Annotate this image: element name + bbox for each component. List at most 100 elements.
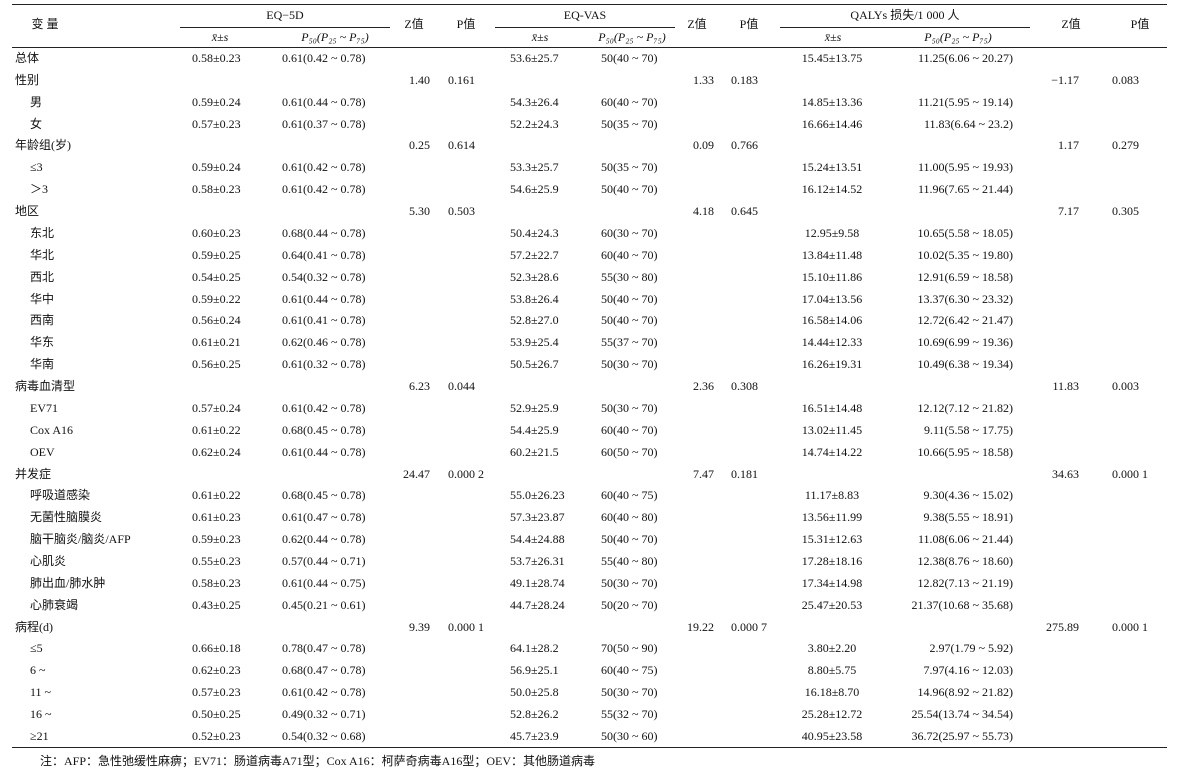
cell-mean: 52.8±26.2 [510, 707, 559, 722]
cell-median: 7.97(4.16 ~ 12.03) [923, 663, 1013, 678]
cell-median: 11.21(5.95 ~ 19.14) [917, 94, 1013, 109]
cell-z: 19.22 [687, 619, 714, 634]
cell-mean: 16.26±19.31 [801, 357, 863, 372]
cell-mean: 52.3±28.6 [510, 269, 559, 284]
cell-median: 0.45(0.21 ~ 0.61) [282, 597, 366, 612]
cell-mean: 55.0±26.23 [510, 488, 565, 503]
row-label: 年龄组(岁) [15, 138, 71, 153]
row-label: 华北 [30, 247, 55, 262]
cell-median: 2.97(1.79 ~ 5.92) [929, 641, 1013, 656]
cell-median: 0.54(0.32 ~ 0.78) [282, 269, 366, 284]
cell-mean: 60.2±21.5 [510, 444, 559, 459]
cell-median: 13.37(6.30 ~ 23.32) [917, 291, 1013, 306]
cell-mean: 53.8±26.4 [510, 291, 559, 306]
row-label: 心肺衰竭 [30, 597, 79, 612]
cell-mean: 0.57±0.24 [192, 400, 241, 415]
row-label: EV71 [30, 400, 58, 415]
cell-mean: 50.0±25.8 [510, 685, 559, 700]
cell-median: 60(40 ~ 80) [601, 510, 658, 525]
cell-median: 0.62(0.44 ~ 0.78) [282, 532, 366, 547]
cell-median: 11.25(6.06 ~ 20.27) [917, 51, 1013, 65]
row-label: ≤5 [30, 641, 43, 656]
cell-median: 11.96(7.65 ~ 21.44) [917, 182, 1013, 197]
cell-median: 50(30 ~ 70) [601, 685, 658, 700]
cell-median: 0.61(0.44 ~ 0.75) [282, 575, 366, 590]
cell-median: 10.02(5.35 ~ 19.80) [917, 247, 1013, 262]
row-label: 东北 [30, 225, 55, 240]
header-p: P值 [456, 17, 476, 31]
cell-p: 0.000 2 [448, 466, 484, 481]
cell-mean: 0.57±0.23 [192, 116, 241, 131]
cell-mean: 0.52±0.23 [192, 728, 241, 743]
cell-mean: 14.44±12.33 [801, 335, 863, 350]
row-label: 总体 [15, 51, 40, 65]
cell-median: 0.68(0.45 ~ 0.78) [282, 422, 366, 437]
header-p: P值 [1130, 17, 1150, 31]
cell-mean: 50.5±26.7 [510, 357, 559, 372]
cell-p: 0.183 [731, 72, 758, 87]
header-group: QALYs 损失/1 000 人 [850, 8, 960, 22]
cell-median: 12.91(6.59 ~ 18.58) [917, 269, 1013, 284]
cell-mean: 52.2±24.3 [510, 116, 559, 131]
cell-median: 55(40 ~ 80) [601, 554, 658, 568]
cell-p: 0.305 [1112, 204, 1139, 219]
cell-median: 0.49(0.32 ~ 0.71) [282, 707, 366, 722]
cell-mean: 53.9±25.4 [510, 335, 559, 350]
cell-median: 55(37 ~ 70) [601, 335, 658, 350]
cell-mean: 54.3±26.4 [510, 94, 559, 109]
cell-p: 0.000 1 [1112, 466, 1148, 481]
cell-median: 55(30 ~ 80) [601, 269, 658, 284]
cell-p: 0.000 1 [1112, 619, 1148, 634]
group-rule [180, 27, 390, 28]
cell-median: 0.61(0.42 ~ 0.78) [282, 182, 366, 197]
cell-median: 50(30 ~ 70) [601, 357, 658, 372]
cell-median: 50(40 ~ 70) [601, 313, 658, 328]
cell-median: 0.54(0.32 ~ 0.68) [282, 728, 366, 743]
header-p: P值 [739, 17, 759, 31]
cell-mean: 0.58±0.23 [192, 182, 241, 197]
cell-p: 0.044 [448, 379, 475, 394]
cell-median: 0.61(0.37 ~ 0.78) [282, 116, 366, 131]
cell-mean: 57.3±23.87 [510, 510, 565, 525]
cell-z: 6.23 [409, 379, 430, 394]
cell-z: 9.39 [409, 619, 430, 634]
cell-mean: 0.59±0.25 [192, 247, 241, 262]
cell-p: 0.614 [448, 138, 475, 153]
cell-mean: 40.95±23.58 [801, 728, 863, 743]
cell-median: 0.68(0.45 ~ 0.78) [282, 488, 366, 503]
cell-mean: 50.4±24.3 [510, 225, 559, 240]
cell-median: 10.69(6.99 ~ 19.36) [917, 335, 1013, 350]
cell-p: 0.000 1 [448, 619, 484, 634]
cell-z: 0.09 [693, 138, 714, 153]
cell-median: 50(40 ~ 70) [601, 51, 658, 65]
cell-mean: 45.7±23.9 [510, 728, 559, 743]
row-label: 肺出血/肺水肿 [30, 575, 106, 590]
row-label: 华南 [30, 357, 55, 372]
cell-median: 60(40 ~ 75) [601, 663, 658, 678]
cell-median: 9.11(5.58 ~ 17.75) [923, 422, 1013, 437]
cell-median: 50(30 ~ 60) [601, 728, 658, 743]
cell-mean: 25.28±12.72 [801, 707, 863, 722]
cell-median: 11.08(6.06 ~ 21.44) [917, 532, 1013, 547]
group-rule [495, 27, 675, 28]
cell-median: 50(40 ~ 70) [601, 291, 658, 306]
cell-z: 7.47 [693, 466, 714, 481]
row-label: 华东 [30, 335, 55, 350]
cell-mean: 0.54±0.25 [192, 269, 241, 284]
header-col: x̄±s [211, 30, 229, 44]
cell-z: 5.30 [409, 204, 430, 219]
cell-median: 60(30 ~ 70) [601, 225, 658, 240]
cell-mean: 0.61±0.21 [192, 335, 241, 350]
cell-median: 60(40 ~ 70) [601, 94, 658, 109]
cell-p: 0.503 [448, 204, 475, 219]
cell-mean: 0.58±0.23 [192, 575, 241, 590]
cell-mean: 0.61±0.22 [192, 488, 241, 503]
header-col: P₅₀(P₂₅ ~ P₇₅) [301, 30, 369, 44]
cell-mean: 0.62±0.23 [192, 663, 241, 678]
row-label: ≤3 [30, 160, 43, 175]
cell-p: 0.645 [731, 204, 758, 219]
cell-mean: 17.04±13.56 [801, 291, 863, 306]
cell-median: 0.61(0.41 ~ 0.78) [282, 313, 366, 328]
cell-mean: 13.84±11.48 [801, 247, 863, 262]
top-rule [12, 4, 1167, 5]
